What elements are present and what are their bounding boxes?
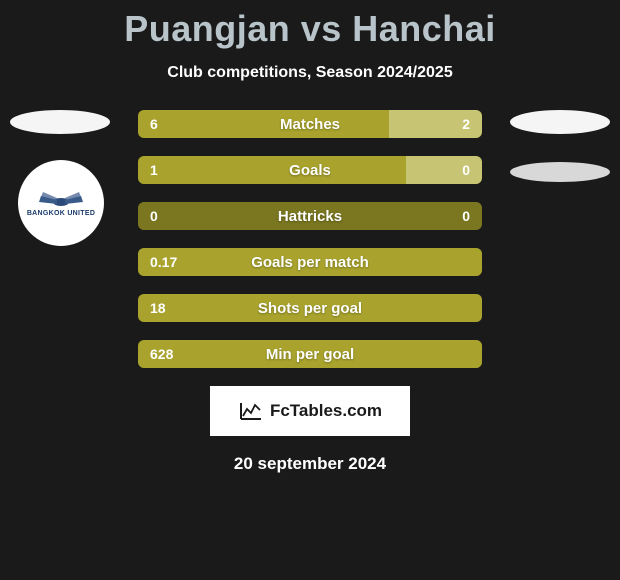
- player-left-club-badge: BANGKOK UNITED: [18, 160, 104, 246]
- stat-label: Goals: [138, 156, 482, 184]
- stat-row: 00Hattricks: [138, 202, 482, 230]
- brand-text: FcTables.com: [270, 401, 382, 421]
- fctables-logo-icon: [238, 398, 264, 424]
- player-right-club-placeholder: [510, 162, 610, 182]
- stat-row: 628Min per goal: [138, 340, 482, 368]
- stat-row: 10Goals: [138, 156, 482, 184]
- stat-label: Goals per match: [138, 248, 482, 276]
- player-left-badge-placeholder: [10, 110, 110, 134]
- date-text: 20 september 2024: [0, 454, 620, 474]
- stat-row: 18Shots per goal: [138, 294, 482, 322]
- stat-row: 62Matches: [138, 110, 482, 138]
- page-title: Puangjan vs Hanchai: [0, 0, 620, 50]
- stat-label: Shots per goal: [138, 294, 482, 322]
- stat-label: Matches: [138, 110, 482, 138]
- club-badge-text: BANGKOK UNITED: [27, 210, 95, 217]
- subtitle: Club competitions, Season 2024/2025: [0, 64, 620, 82]
- player-right-badge-placeholder: [510, 110, 610, 134]
- stats-bars: 62Matches 10Goals 00Hattricks 0.17Goals per…: [138, 110, 482, 368]
- brand-box[interactable]: FcTables.com: [210, 386, 410, 436]
- stat-label: Hattricks: [138, 202, 482, 230]
- comparison-content: BANGKOK UNITED 62Matches 10Goals 00Hattric…: [0, 110, 620, 368]
- stat-label: Min per goal: [138, 340, 482, 368]
- stat-row: 0.17Goals per match: [138, 248, 482, 276]
- club-wings-icon: [31, 190, 91, 208]
